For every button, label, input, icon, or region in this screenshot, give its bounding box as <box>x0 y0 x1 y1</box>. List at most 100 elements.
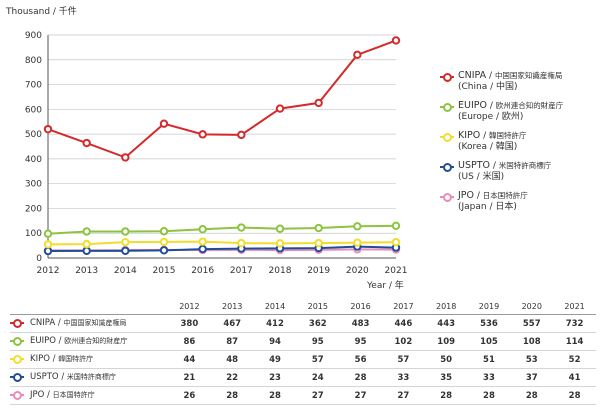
data-point-cnipa <box>199 131 205 137</box>
legend-marker-uspto <box>440 162 454 172</box>
legend-item: EUIPO / 欧州連合知的財産庁 (Europe / 欧州) <box>440 100 600 123</box>
table-cell: 27 <box>339 387 382 405</box>
data-point-kipo <box>122 239 128 245</box>
data-point-uspto <box>161 247 167 253</box>
legend-item: CNIPA / 中国国家知識産権局 (China / 中国) <box>440 70 600 93</box>
y-tick-label: 400 <box>25 155 42 165</box>
table-corner <box>10 300 168 315</box>
data-table: 2012 2013 2014 2015 2016 2017 2018 2019 … <box>10 300 596 405</box>
table-cell: 28 <box>425 387 468 405</box>
year-header: 2016 <box>339 300 382 315</box>
row-marker <box>10 372 24 382</box>
table-cell: 114 <box>553 333 596 351</box>
row-dot <box>13 355 22 364</box>
year-header: 2014 <box>254 300 297 315</box>
data-point-euipo <box>315 225 321 231</box>
legend-marker-cnipa <box>440 72 454 82</box>
legend-sub: (Japan / 日本) <box>458 202 528 213</box>
table-cell: 33 <box>468 369 511 387</box>
legend-sub: (China / 中国) <box>458 82 562 93</box>
data-point-cnipa <box>354 52 360 58</box>
table-cell: 27 <box>296 387 339 405</box>
table-cell: 49 <box>254 351 297 369</box>
table-cell: 26 <box>168 387 211 405</box>
table-cell: 536 <box>468 315 511 333</box>
table-cell: 44 <box>168 351 211 369</box>
table-cell: 28 <box>254 387 297 405</box>
data-point-cnipa <box>83 140 89 146</box>
legend-dot <box>443 133 452 142</box>
year-header: 2019 <box>468 300 511 315</box>
year-header: 2021 <box>553 300 596 315</box>
year-header: 2018 <box>425 300 468 315</box>
table-cell: 467 <box>211 315 254 333</box>
table-cell: 380 <box>168 315 211 333</box>
table-cell: 483 <box>339 315 382 333</box>
table-cell: 41 <box>553 369 596 387</box>
y-tick-label: 600 <box>25 105 42 115</box>
row-label: CNIPA <box>30 318 55 328</box>
data-point-euipo <box>122 228 128 234</box>
legend-marker-jpo <box>440 192 454 202</box>
row-marker <box>10 318 24 328</box>
table-cell: 21 <box>168 369 211 387</box>
data-point-euipo <box>45 231 51 237</box>
table-cell: 95 <box>296 333 339 351</box>
data-point-cnipa <box>315 100 321 106</box>
legend-dot <box>443 103 452 112</box>
x-tick-label: 2012 <box>37 266 60 276</box>
row-marker <box>10 336 24 346</box>
y-tick-label: 100 <box>25 229 42 239</box>
y-tick-label: 800 <box>25 56 42 66</box>
table-cell: 28 <box>468 387 511 405</box>
table-cell: 109 <box>425 333 468 351</box>
legend-local-name: 中国国家知識産権局 <box>495 71 563 80</box>
data-point-uspto <box>45 248 51 254</box>
legend-dot <box>443 163 452 172</box>
x-unit-label: Year / 年 <box>367 278 404 291</box>
x-tick-label: 2021 <box>385 266 408 276</box>
legend-local-name: 米国特許商標庁 <box>499 161 552 170</box>
row-name: USPTO / 米国特許商標庁 <box>10 369 168 387</box>
year-header: 2020 <box>510 300 553 315</box>
legend-local-name: 日本国特許庁 <box>483 191 528 200</box>
data-point-uspto <box>122 248 128 254</box>
x-tick-label: 2016 <box>191 266 214 276</box>
data-point-euipo <box>161 228 167 234</box>
data-point-cnipa <box>238 132 244 138</box>
legend-text: USPTO / 米国特許商標庁 (US / 米国) <box>458 160 551 183</box>
table-row: JPO / 日本国特許庁 26 28 28 27 27 27 28 28 28 … <box>10 387 596 405</box>
data-point-cnipa <box>45 126 51 132</box>
table-cell: 102 <box>382 333 425 351</box>
year-header: 2015 <box>296 300 339 315</box>
row-label: USPTO <box>30 372 59 382</box>
legend-name: EUIPO <box>458 100 487 111</box>
y-tick-label: 0 <box>36 254 42 264</box>
legend-text: CNIPA / 中国国家知識産権局 (China / 中国) <box>458 70 562 93</box>
table-cell: 35 <box>425 369 468 387</box>
row-local-label: 韓国特許庁 <box>58 355 93 363</box>
legend-marker-kipo <box>440 132 454 142</box>
table-cell: 557 <box>510 315 553 333</box>
row-local-label: 米国特許商標庁 <box>67 373 116 381</box>
row-name: CNIPA / 中国国家知識産権局 <box>10 315 168 333</box>
legend-item: JPO / 日本国特許庁 (Japan / 日本) <box>440 190 600 213</box>
year-header: 2012 <box>168 300 211 315</box>
y-tick-label: 200 <box>25 204 42 214</box>
data-point-cnipa <box>393 37 399 43</box>
row-name: EUIPO / 欧州連合知的財産庁 <box>10 333 168 351</box>
data-point-kipo <box>315 240 321 246</box>
x-tick-label: 2020 <box>346 266 369 276</box>
data-point-kipo <box>393 239 399 245</box>
row-name: KIPO / 韓国特許庁 <box>10 351 168 369</box>
table-cell: 94 <box>254 333 297 351</box>
table-cell: 732 <box>553 315 596 333</box>
row-marker <box>10 390 24 400</box>
row-label: EUIPO <box>30 336 56 346</box>
data-point-uspto <box>199 246 205 252</box>
data-point-kipo <box>199 238 205 244</box>
row-dot <box>13 373 22 382</box>
table-cell: 50 <box>425 351 468 369</box>
row-name: JPO / 日本国特許庁 <box>10 387 168 405</box>
row-dot <box>13 391 22 400</box>
